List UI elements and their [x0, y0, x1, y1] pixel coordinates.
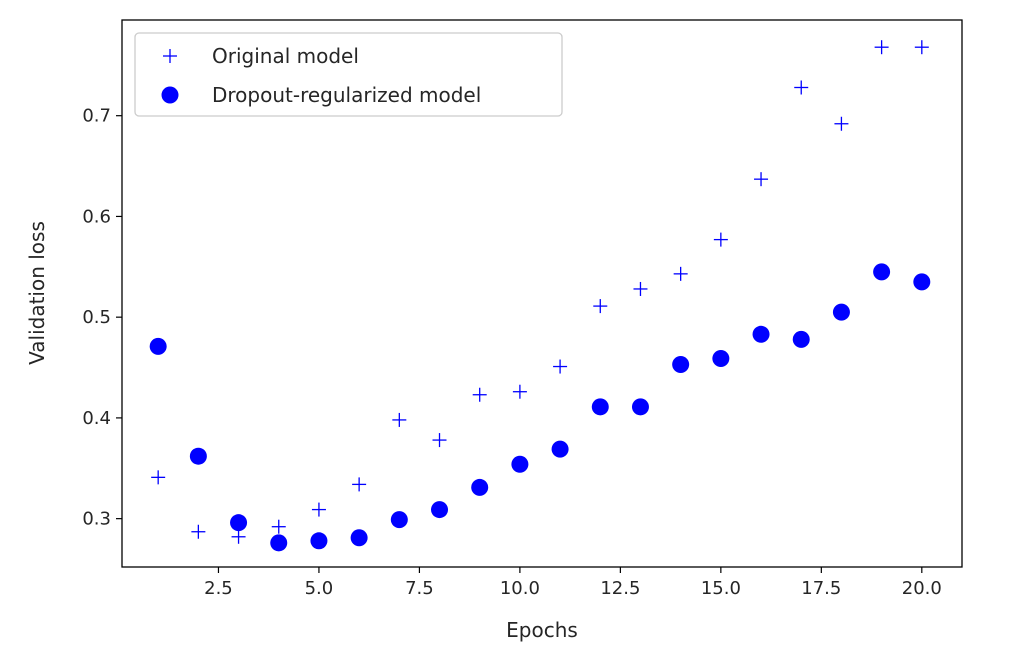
- original-model-point: [834, 116, 849, 131]
- dropout-model-point: [390, 511, 408, 529]
- dropout-model-point: [752, 325, 770, 343]
- dropout-model-point: [913, 273, 931, 291]
- dropout-model-point: [230, 514, 248, 532]
- x-tick-label: 5.0: [305, 578, 334, 599]
- x-tick-label: 10.0: [500, 578, 540, 599]
- original-model-point: [432, 433, 447, 448]
- original-model-point: [553, 359, 568, 374]
- dropout-model-point: [631, 398, 649, 416]
- y-tick-label: 0.7: [82, 106, 111, 127]
- x-axis-label: Epochs: [506, 618, 578, 642]
- data-points: [149, 40, 931, 552]
- dropout-model-point: [873, 263, 891, 281]
- dropout-model-point: [431, 501, 449, 519]
- dropout-model-point: [712, 349, 730, 367]
- y-axis-label: Validation loss: [25, 221, 49, 365]
- original-model-point: [472, 387, 487, 402]
- y-tick-label: 0.4: [82, 408, 111, 429]
- dropout-model-point: [792, 330, 810, 348]
- x-tick-label: 2.5: [204, 578, 233, 599]
- original-model-point: [512, 384, 527, 399]
- original-model-point: [754, 172, 769, 187]
- original-model-point: [794, 80, 809, 95]
- dropout-model-point: [551, 440, 569, 458]
- dropout-model-point: [471, 478, 489, 496]
- original-model-point: [593, 299, 608, 314]
- original-model-point: [191, 524, 206, 539]
- legend-box: [134, 32, 563, 117]
- dropout-model-point: [189, 447, 207, 465]
- original-model-point: [271, 519, 286, 534]
- original-model-point: [673, 266, 688, 281]
- dropout-model-point: [591, 398, 609, 416]
- original-model-point: [914, 40, 929, 55]
- original-model-point: [352, 477, 367, 492]
- original-model-point: [713, 232, 728, 247]
- legend: Original model Dropout-regularized model: [134, 32, 563, 117]
- original-model-point: [231, 529, 246, 544]
- dropout-model-point: [350, 529, 368, 547]
- dropout-model-point: [832, 303, 850, 321]
- original-model-point: [311, 502, 326, 517]
- legend-marker-original: [163, 49, 177, 63]
- original-model-point: [392, 412, 407, 427]
- legend-label-original: Original model: [212, 44, 359, 68]
- legend-label-dropout: Dropout-regularized model: [212, 83, 481, 107]
- y-axis: 0.3 0.4 0.5 0.6 0.7: [82, 106, 122, 530]
- x-tick-label: 17.5: [801, 578, 841, 599]
- original-model-point: [633, 281, 648, 296]
- x-tick-label: 20.0: [902, 578, 942, 599]
- y-tick-label: 0.5: [82, 307, 111, 328]
- dropout-model-point: [511, 455, 529, 473]
- original-model-point: [151, 470, 166, 485]
- dropout-model-point: [270, 534, 288, 552]
- x-tick-label: 15.0: [701, 578, 741, 599]
- x-axis: 2.5 5.0 7.5 10.0 12.5 15.0 17.5 20.0: [204, 567, 942, 599]
- y-tick-label: 0.3: [82, 509, 111, 530]
- dropout-model-point: [149, 337, 167, 355]
- original-model-point: [874, 40, 889, 55]
- x-tick-label: 7.5: [405, 578, 434, 599]
- dropout-model-point: [310, 532, 328, 550]
- dropout-model-point: [672, 356, 690, 374]
- y-tick-label: 0.6: [82, 206, 111, 227]
- legend-marker-dropout: [161, 86, 179, 104]
- x-tick-label: 12.5: [600, 578, 640, 599]
